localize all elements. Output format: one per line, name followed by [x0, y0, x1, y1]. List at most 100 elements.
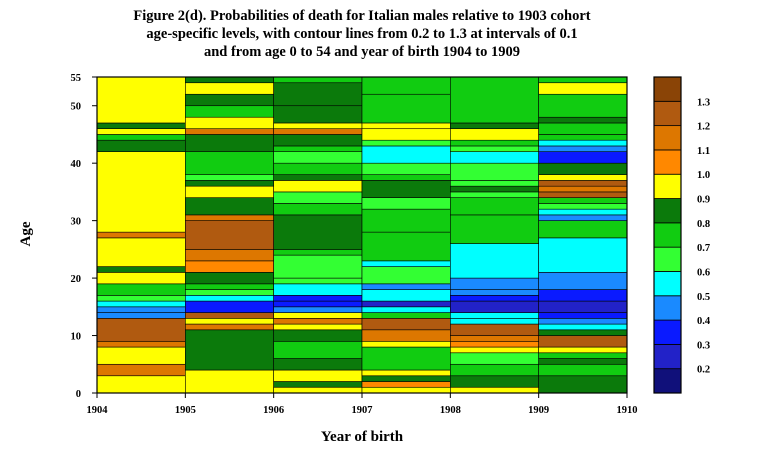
- y-tick-label-30: 30: [71, 217, 82, 228]
- heatmap-cell-1906-26: [273, 122, 363, 130]
- heatmap-cell-1908-17: [450, 191, 539, 198]
- heatmap-cell-1905-14: [185, 197, 274, 216]
- heatmap-cell-1904-10: [96, 272, 186, 285]
- heatmap-cell-1905-10: [185, 260, 274, 273]
- heatmap-cell-1909-9: [538, 312, 628, 319]
- heatmap-cell-1906-19: [273, 180, 363, 193]
- heatmap-cell-1904-7: [96, 300, 186, 308]
- heatmap-cell-1908-11: [450, 295, 539, 302]
- legend-label-0.4: 0.4: [697, 316, 711, 327]
- heatmap-cell-1907-26: [361, 76, 451, 95]
- heatmap-cell-1908-4: [450, 346, 539, 354]
- heatmap-cell-1909-32: [538, 76, 628, 84]
- heatmap-cell-1909-16: [538, 208, 628, 216]
- heatmap-cell-1906-17: [273, 203, 363, 216]
- heatmap-cell-1907-3: [361, 369, 451, 377]
- heatmap-cell-1909-31: [538, 82, 628, 95]
- color-legend: 0.2 0.3 0.4 0.5 0.6 0.7 0.8 0.9 1.0 1.1 1.2 1.3: [653, 76, 711, 394]
- heatmap-cell-1906-23: [273, 145, 363, 152]
- heatmap-cell-1909-8: [538, 318, 628, 325]
- legend-swatch-1: [653, 343, 682, 370]
- heatmap-cell-1905-17: [185, 174, 274, 181]
- heatmap-cell-1908-19: [450, 180, 539, 187]
- heatmap-cell-1907-18: [361, 180, 451, 198]
- heatmap-cell-1908-21: [450, 151, 539, 164]
- heatmap-cell-1905-15: [185, 185, 274, 198]
- heatmap-cell-1909-23: [538, 162, 628, 175]
- heatmap-cell-1904-13: [96, 231, 186, 239]
- legend-label-1.2: 1.2: [697, 122, 710, 133]
- legend-swatch-4: [653, 271, 682, 297]
- legend-swatch-12: [653, 76, 682, 102]
- heatmap-cell-1904-9: [96, 283, 186, 296]
- heatmap-cell-1904-0: [96, 375, 186, 394]
- heatmap-cell-1909-0: [538, 375, 628, 394]
- heatmap-cell-1909-13: [538, 237, 628, 273]
- legend-label-0.7: 0.7: [697, 243, 710, 254]
- heatmap-cell-1907-23: [361, 128, 451, 141]
- heatmap-cell-1909-24: [538, 151, 628, 164]
- heatmap-cell-1907-19: [361, 174, 451, 181]
- x-tick-label-1908: 1908: [440, 405, 461, 416]
- heatmap-cell-1909-3: [538, 352, 628, 359]
- heatmap-cell-1906-14: [273, 254, 363, 279]
- y-tick-label-55: 55: [71, 73, 82, 84]
- heatmap-cell-1906-27: [273, 105, 363, 124]
- heatmap-cell-1906-2: [273, 369, 363, 382]
- heatmap-cell-1907-9: [361, 306, 451, 313]
- heatmap-cell-1905-9: [185, 272, 274, 285]
- heatmap-cell-1906-13: [273, 277, 363, 285]
- heatmap-cells: [96, 76, 628, 394]
- heatmap-cell-1906-18: [273, 191, 363, 204]
- heatmap-cell-1905-12: [185, 220, 274, 250]
- legend-swatch-8: [653, 173, 682, 199]
- heatmap-cell-1909-19: [538, 191, 628, 198]
- heatmap-cell-1909-30: [538, 93, 628, 118]
- heatmap-cell-1908-16: [450, 197, 539, 216]
- heatmap-cell-1904-2: [96, 346, 186, 365]
- heatmap-cell-1907-11: [361, 289, 451, 302]
- heatmap-cell-1904-11: [96, 266, 186, 273]
- heatmap-cell-1909-14: [538, 220, 628, 239]
- heatmap-cell-1908-2: [450, 363, 539, 377]
- heatmap-cell-1904-16: [96, 134, 186, 141]
- heatmap-cell-1908-24: [450, 128, 539, 141]
- heatmap-cell-1907-14: [361, 260, 451, 267]
- x-axis: 1904 1905 1906 1907 1908 1909 1910: [87, 393, 638, 416]
- heatmap-cell-1909-18: [538, 197, 628, 204]
- legend-label-1.3: 1.3: [697, 97, 710, 108]
- heatmap-cell-1904-17: [96, 128, 186, 135]
- heatmap-cell-1908-26: [450, 76, 539, 124]
- heatmap-cell-1909-5: [538, 335, 628, 348]
- heatmap-cell-1909-4: [538, 346, 628, 354]
- heatmap-cell-1904-6: [96, 306, 186, 313]
- heatmap-cell-1909-1: [538, 363, 628, 377]
- heatmap-cell-1906-12: [273, 283, 363, 296]
- heatmap-cell-1906-28: [273, 82, 363, 107]
- heatmap-cell-1907-15: [361, 231, 451, 262]
- heatmap-cell-1906-9: [273, 306, 363, 313]
- legend-label-0.5: 0.5: [697, 292, 710, 303]
- heatmap-cell-1905-8: [185, 283, 274, 290]
- heatmap-cell-1908-23: [450, 139, 539, 147]
- chart-title-line-1: Figure 2(d). Probabilities of death for …: [133, 8, 590, 24]
- legend-swatch-6: [653, 222, 682, 248]
- y-tick-label-40: 40: [71, 159, 82, 170]
- heatmap-cell-1906-22: [273, 151, 363, 164]
- heatmap-cell-1907-16: [361, 208, 451, 233]
- heatmap-cell-1907-13: [361, 266, 451, 285]
- y-tick-label-10: 10: [71, 332, 82, 343]
- heatmap-cell-1908-22: [450, 145, 539, 152]
- heatmap-cell-1904-19: [96, 76, 186, 124]
- heatmap-cell-1906-0: [273, 386, 363, 394]
- x-tick-label-1909: 1909: [528, 405, 549, 416]
- heatmap-cell-1904-3: [96, 340, 186, 348]
- heatmap-cell-1907-4: [361, 346, 451, 371]
- heatmap-cell-1906-3: [273, 358, 363, 371]
- heatmap-cell-1908-9: [450, 312, 539, 319]
- legend-swatch-3: [653, 295, 682, 321]
- legend-label-0.2: 0.2: [697, 365, 710, 376]
- heatmap-cell-1908-18: [450, 185, 539, 193]
- heatmap-cell-1905-5: [185, 300, 274, 313]
